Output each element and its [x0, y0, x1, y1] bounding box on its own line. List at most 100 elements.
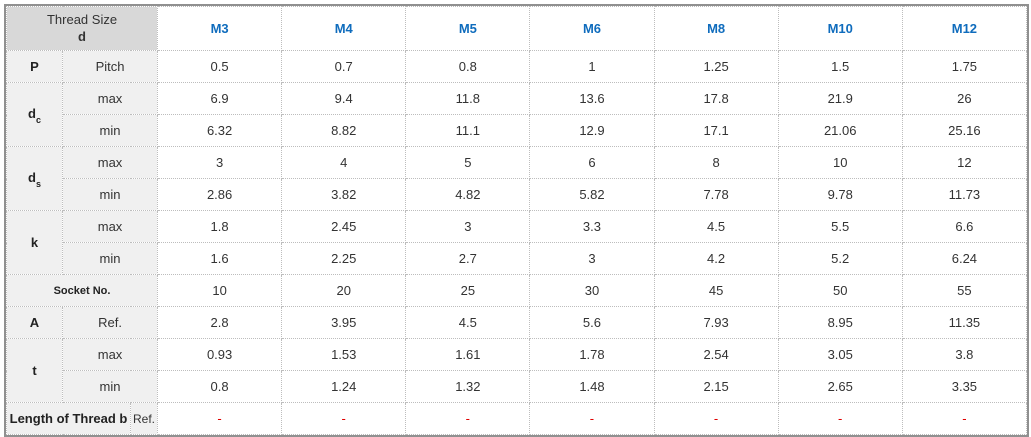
value-cell: 50: [777, 274, 903, 307]
thread-size-header: Thread Size d: [5, 6, 159, 51]
thread-spec-table: Thread Size d M3 M4 M5 M6 M8 M10 M12 P Pitch 0.5…: [5, 6, 1028, 435]
symbol-subscript: s: [35, 179, 41, 190]
table-row: P Pitch 0.5 0.7 0.8 1 1.25 1.5 1.75: [6, 50, 1028, 83]
value-cell: 10: [157, 274, 283, 307]
value-cell: -: [901, 402, 1028, 435]
value-cell: 4.2: [653, 242, 779, 275]
row-label: Length of Thread b: [6, 402, 131, 435]
row-symbol: ds: [6, 146, 63, 211]
value-cell: 12.9: [529, 114, 655, 147]
row-parameter: max: [61, 82, 159, 115]
value-cell: 1: [529, 50, 655, 83]
value-cell: -: [281, 402, 407, 435]
value-cell: 26: [901, 82, 1028, 115]
value-cell: 1.32: [405, 370, 531, 403]
table-row: dc max 6.9 9.4 11.8 13.6 17.8 21.9 26: [6, 82, 1028, 147]
value-cell: 3: [157, 146, 283, 179]
value-cell: 4.82: [405, 178, 531, 211]
value-cell: 13.6: [529, 82, 655, 115]
value-cell: 3.95: [281, 306, 407, 339]
value-cell: 1.8: [157, 210, 283, 243]
value-cell: 12: [901, 146, 1028, 179]
value-cell: 5.6: [529, 306, 655, 339]
col-header-m10: M10: [777, 6, 903, 51]
col-header-m8: M8: [653, 6, 779, 51]
value-cell: -: [405, 402, 531, 435]
value-cell: 5.5: [777, 210, 903, 243]
value-cell: 25: [405, 274, 531, 307]
value-cell: 3.35: [901, 370, 1028, 403]
col-header-m5: M5: [405, 6, 531, 51]
row-symbol: P: [6, 50, 63, 83]
symbol-text: P: [30, 59, 39, 74]
value-cell: 17.8: [653, 82, 779, 115]
col-header-m6: M6: [529, 6, 655, 51]
value-cell: 8.95: [777, 306, 903, 339]
table-row: min 6.32 8.82 11.1 12.9 17.1 21.06 25.16: [7, 114, 1028, 147]
value-cell: -: [653, 402, 779, 435]
value-cell: 4: [281, 146, 407, 179]
row-symbol: k: [6, 210, 63, 275]
value-cell: 10: [777, 146, 903, 179]
row-parameter: Pitch: [61, 50, 159, 83]
row-parameter: max: [61, 210, 159, 243]
symbol-text: d: [28, 169, 36, 185]
thread-size-title: Thread Size: [46, 11, 118, 27]
value-cell: 6.32: [157, 114, 283, 147]
row-parameter: max: [61, 338, 159, 371]
value-cell: 2.8: [157, 306, 283, 339]
value-cell: 25.16: [901, 114, 1028, 147]
symbol-subscript: c: [35, 115, 41, 126]
symbol-text: d: [28, 105, 36, 121]
value-cell: 9.4: [281, 82, 407, 115]
value-cell: 2.7: [405, 242, 531, 275]
value-cell: 6.6: [901, 210, 1028, 243]
value-cell: 9.78: [777, 178, 903, 211]
row-parameter: min: [61, 370, 159, 403]
row-symbol: t: [6, 338, 63, 403]
row-parameter: min: [61, 178, 159, 211]
value-cell: 11.73: [901, 178, 1028, 211]
value-cell: 4.5: [653, 210, 779, 243]
value-cell: 5: [405, 146, 531, 179]
value-cell: 1.75: [901, 50, 1028, 83]
row-label: Socket No.: [5, 274, 159, 307]
table-row: t max 0.93 1.53 1.61 1.78 2.54 3.05 3.8: [6, 338, 1028, 403]
thread-size-symbol: d: [78, 28, 86, 44]
value-cell: 1.5: [777, 50, 903, 83]
value-cell: -: [777, 402, 903, 435]
value-cell: 6: [529, 146, 655, 179]
value-cell: 3: [529, 242, 655, 275]
value-cell: 11.35: [901, 306, 1028, 339]
value-cell: 21.06: [777, 114, 903, 147]
value-cell: 0.8: [157, 370, 283, 403]
value-cell: -: [157, 402, 283, 435]
table-row: A Ref. 2.8 3.95 4.5 5.6 7.93 8.95 11.35: [6, 306, 1028, 339]
value-cell: 0.8: [405, 50, 531, 83]
table-row: Length of Thread b Ref. - - - - - - -: [6, 402, 1028, 435]
value-cell: 7.93: [653, 306, 779, 339]
value-cell: 45: [653, 274, 779, 307]
value-cell: 5.2: [777, 242, 903, 275]
value-cell: 1.53: [281, 338, 407, 371]
value-cell: 5.82: [529, 178, 655, 211]
value-cell: 8: [653, 146, 779, 179]
value-cell: 1.48: [529, 370, 655, 403]
value-cell: 6.24: [901, 242, 1028, 275]
row-symbol: A: [6, 306, 63, 339]
value-cell: 1.24: [281, 370, 407, 403]
col-header-m3: M3: [157, 6, 283, 51]
value-cell: 1.61: [405, 338, 531, 371]
value-cell: 3.3: [529, 210, 655, 243]
value-cell: 2.25: [281, 242, 407, 275]
table-row: Socket No. 10 20 25 30 45 50 55: [5, 274, 1028, 307]
value-cell: 30: [529, 274, 655, 307]
row-parameter: min: [61, 242, 159, 275]
value-cell: 7.78: [653, 178, 779, 211]
symbol-text: t: [32, 363, 37, 378]
value-cell: 3.05: [777, 338, 903, 371]
value-cell: 0.7: [281, 50, 407, 83]
value-cell: 0.5: [157, 50, 283, 83]
row-parameter: max: [61, 146, 159, 179]
